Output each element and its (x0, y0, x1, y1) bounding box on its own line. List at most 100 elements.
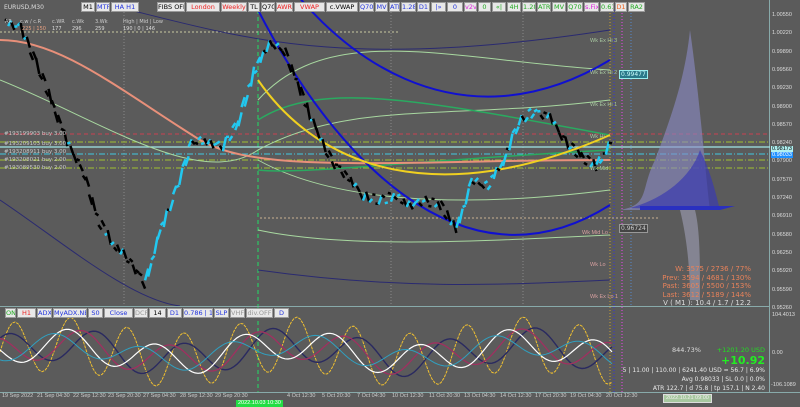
time-tick: 14 Oct 12:30 (500, 393, 532, 400)
indicator-line (0, 317, 612, 386)
toolbar-button-hah1[interactable]: HA H1 (111, 2, 139, 12)
price-candle (428, 206, 431, 207)
price-candle (584, 163, 587, 165)
toolbar-button-q70[interactable]: Q70 (567, 2, 583, 12)
panel-button-14[interactable]: 14 (149, 308, 166, 318)
toolbar-button-mv[interactable]: MV (552, 2, 566, 12)
toolbar-button-d1[interactable]: D1 (615, 2, 627, 12)
panel-button-078615[interactable]: 0.786 | 15 (183, 308, 213, 318)
panel-button-h1[interactable]: H1 (17, 308, 36, 318)
time-tick: 19 Oct 04:30 (570, 393, 602, 400)
price-candle (338, 166, 341, 167)
price-candle (469, 178, 472, 187)
profit-pips: +10.92 (721, 354, 765, 367)
toolbar-button-weekly[interactable]: Weekly (221, 2, 247, 12)
price-candle (114, 247, 117, 251)
panel-button-close[interactable]: Close (104, 308, 133, 318)
price-candle (316, 128, 319, 138)
price-tick: 0.97570 (772, 177, 792, 183)
panel-button-dcp[interactable]: DCP (134, 308, 148, 318)
toolbar-button-v2v[interactable]: v2v (464, 2, 477, 12)
toolbar-button-4h[interactable]: 4H (507, 2, 521, 12)
symbol-label: EURUSD,M30 (4, 4, 44, 11)
time-tick: 5 Oct 20:30 (322, 393, 350, 400)
price-candle (478, 183, 481, 186)
panel-button-slp[interactable]: SLP (214, 308, 229, 318)
toolbar-button-ra2[interactable]: RA2 (628, 2, 645, 12)
price-candle (192, 141, 195, 144)
stat-line: Prev: 3594 / 4681 / 130% (662, 274, 751, 282)
toolbar-button-061[interactable]: 0.61 (600, 2, 614, 12)
price-candle (117, 245, 120, 253)
price-candle (251, 67, 254, 87)
toolbar-button-d1[interactable]: D1 (417, 2, 430, 12)
price-candle (126, 261, 129, 263)
level-label: Wk Ex Hi 2 (590, 70, 617, 77)
price-tick: 0.96910 (772, 213, 792, 219)
time-tick: 28 Sep 12:30 (180, 393, 213, 400)
price-candle (260, 51, 263, 62)
toolbar-button-[interactable]: |» (431, 2, 446, 12)
toolbar-button-q70[interactable]: Q70 (359, 2, 374, 12)
toolbar-button-fibsoff[interactable]: FIBS OFF (157, 2, 185, 12)
account-line3: ATR 122.7 | d 75.8 | tp 157.1 | N 2.40 (653, 385, 765, 392)
order-label: #193199903 buy 3.00 (4, 131, 66, 137)
toolbar-button-tl[interactable]: TL (248, 2, 260, 12)
price-tick: 0.95920 (772, 268, 792, 274)
toolbar-button-0[interactable]: 0 (478, 2, 491, 12)
price-candle (400, 202, 403, 204)
toolbar-button-128[interactable]: 1.28 (401, 2, 416, 12)
upper-level-price: 0.99477 (619, 70, 648, 79)
time-marker-label: 2022.10.21 09:00 (663, 394, 712, 403)
volume-profile-poc (640, 206, 735, 210)
price-candle (273, 45, 276, 49)
price-tick: 0.96250 (772, 250, 792, 256)
toolbar-button-cvwap[interactable]: c.VWAP (326, 2, 358, 12)
price-candle (179, 168, 182, 185)
level-label: Wk Ex Hi 3 (590, 38, 617, 45)
price-candle (459, 209, 462, 223)
toolbar-button-[interactable]: «| (492, 2, 506, 12)
panel-button-adx[interactable]: ADX (37, 308, 52, 318)
toolbar-button-q70[interactable]: Q70 (261, 2, 275, 12)
panel-button-d1[interactable]: D1 (167, 308, 182, 318)
toolbar-button-sfix[interactable]: s.Fix (584, 2, 599, 12)
toolbar-button-atr[interactable]: ATR (537, 2, 551, 12)
toolbar-button-mtf[interactable]: MTF (96, 2, 110, 12)
info-label: c.Wk (72, 19, 84, 25)
toolbar-button-atr[interactable]: ATR (389, 2, 400, 12)
order-label: #193209103 buy 3.00 (4, 141, 66, 147)
price-candle (487, 186, 490, 190)
time-tick: 22 Sep 12:30 (73, 393, 106, 400)
panel-button-d[interactable]: D (274, 308, 289, 318)
toolbar-button-0[interactable]: 0 (447, 2, 463, 12)
price-candle (544, 112, 547, 113)
toolbar-button-london[interactable]: London (186, 2, 220, 12)
toolbar-button-mv[interactable]: MV (375, 2, 388, 12)
price-candle (173, 186, 176, 194)
toolbar-button-vwap[interactable]: VWAP (294, 2, 325, 12)
panel-button-vhf[interactable]: VHF (230, 308, 245, 318)
info-value: 259 (95, 26, 105, 32)
price-candle (27, 37, 30, 48)
price-candle (425, 196, 428, 203)
toolbar-button-awr[interactable]: AWR (276, 2, 293, 12)
info-label: c.w / c.R (20, 19, 41, 25)
panel-button-myadxnet[interactable]: MyADX.NET (53, 308, 87, 318)
price-candle (151, 256, 154, 260)
toolbar-button-m1[interactable]: M1 (81, 2, 95, 12)
price-tick: 1.00550 (772, 12, 792, 18)
price-tick: 0.98900 (772, 104, 792, 110)
price-candle (42, 73, 45, 81)
price-candle (463, 205, 466, 207)
panel-button-divoff[interactable]: div.OFF (246, 308, 273, 318)
stat-line: Last: 3612 / 5189 / 144% (663, 291, 751, 299)
panel-button-on[interactable]: ON (5, 308, 16, 318)
toolbar-button-128[interactable]: 1.28 (522, 2, 536, 12)
price-candle (609, 143, 612, 144)
panel-button-s0[interactable]: S0 (88, 308, 103, 318)
